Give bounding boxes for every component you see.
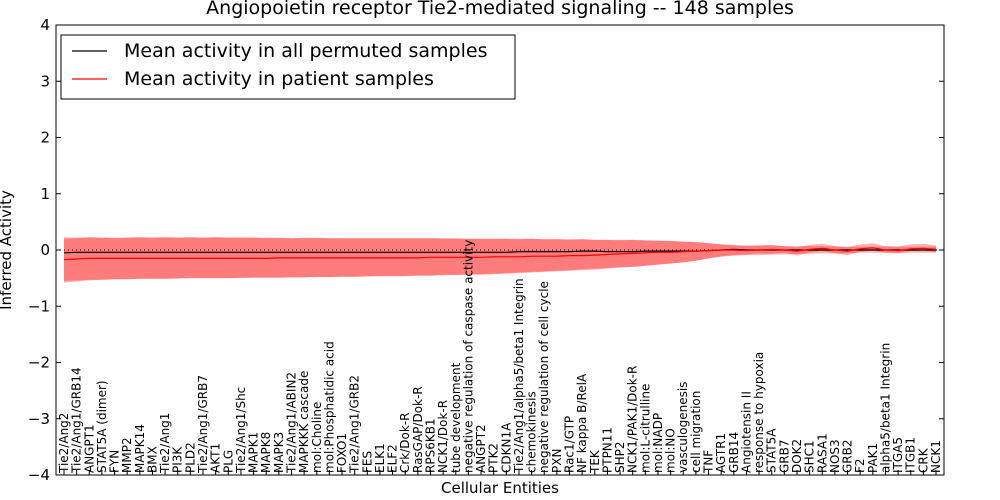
category-label: STAT5A (dimer) (95, 380, 109, 473)
category-label: TNF (702, 450, 716, 474)
category-label: MAPK3 (272, 432, 286, 473)
y-axis-ticks: 4 3 2 1 0 −1 −2 −3 −4 (28, 16, 944, 484)
category-label: Rac1/GTP (563, 416, 577, 473)
category-label: PI3K (171, 446, 185, 473)
category-label: mol:NO (664, 428, 678, 473)
category-label: mol:Choline (310, 402, 324, 473)
y-tick-label: 3 (40, 72, 50, 90)
y-tick-label: −1 (28, 297, 50, 315)
x-axis-ticks (63, 470, 937, 475)
category-label: Tie2/Ang1/GRB2 (348, 375, 362, 474)
category-label: Tie2/Ang1/GRB14 (70, 367, 84, 474)
category-label: Tie2/Ang1 (158, 413, 172, 474)
band-series-1 (64, 237, 936, 281)
category-label: ITGB1 (904, 437, 918, 473)
category-label: Tie2/Ang1/ABIN2 (285, 372, 299, 474)
category-label: RasGAP/Dok-R (411, 386, 425, 473)
category-label: negative regulation of cell cycle (537, 281, 551, 473)
legend-label-permuted: Mean activity in all permuted samples (124, 40, 487, 62)
y-tick-label: −4 (28, 466, 50, 484)
category-label: alpha5/beta1 Integrin (878, 343, 892, 473)
legend-box (60, 34, 516, 100)
legend: Mean activity in all permuted samples Me… (60, 34, 516, 100)
category-label: AGTR1 (714, 433, 728, 473)
category-label: PLG (221, 450, 235, 473)
category-label: MAPK14 (133, 424, 147, 473)
line-series-1 (63, 247, 937, 261)
category-label: NF kappa B/RelA (575, 373, 589, 473)
category-label: response to hypoxia (752, 352, 766, 473)
category-label: Tie2/Ang1/alpha5/beta1 Integrin (512, 278, 526, 474)
y-tick-label: 4 (40, 16, 50, 34)
category-label: RASA1 (815, 433, 829, 473)
category-label: ANGPT1 (82, 424, 96, 473)
category-label: NCK1/Dok-R (436, 400, 450, 473)
category-label: NCK1/PAK1/Dok-R (626, 366, 640, 473)
category-label: Tie2/Ang1/Shc (234, 387, 248, 474)
category-label: AKT1 (209, 443, 223, 473)
category-label: negative regulation of caspase activity (461, 240, 475, 473)
legend-label-patient: Mean activity in patient samples (124, 68, 434, 90)
category-label: mol:L-citrulline (638, 384, 652, 473)
y-tick-label: 1 (40, 185, 50, 203)
category-label: BMX (146, 446, 160, 473)
category-label: cell migration (689, 391, 703, 473)
category-label: FYN (108, 450, 122, 473)
category-label: PLD2 (183, 442, 197, 473)
category-label: NOS3 (828, 439, 842, 473)
category-label: Angiotensin II (739, 391, 753, 473)
category-label: FES (360, 451, 374, 473)
category-label: SHP2 (613, 441, 627, 473)
y-tick-label: 0 (40, 241, 50, 259)
category-label: PTPN11 (600, 427, 614, 473)
category-label: mol:Phosphatidic acid (322, 341, 336, 473)
category-label: GRB14 (727, 432, 741, 473)
category-label: MAPK8 (259, 432, 273, 473)
category-label: Crk/Dok-R (398, 412, 412, 473)
y-axis-label: Inferred Activity (0, 190, 15, 310)
category-label: TEK (588, 449, 602, 474)
category-label: PXN (550, 449, 564, 473)
band-series-0 (64, 237, 936, 283)
category-label: STAT5A (765, 428, 779, 473)
category-label: SHC1 (803, 440, 817, 473)
category-label: CDKN1A (499, 422, 513, 473)
series-lines (63, 247, 937, 261)
category-label: NCK1 (929, 440, 943, 473)
y-tick-label: 2 (40, 129, 50, 147)
category-label: Tie2/Ang1/GRB7 (196, 375, 210, 474)
category-label: PAK1 (866, 443, 880, 473)
y-tick-label: −3 (28, 410, 50, 428)
category-label: MAPK1 (247, 432, 261, 473)
confidence-bands (64, 237, 936, 283)
category-label: Tie2/Ang2 (57, 413, 71, 474)
category-label: GRB7 (777, 439, 791, 473)
category-label: PTK2 (487, 443, 501, 473)
category-label: RPS6KB1 (424, 418, 438, 473)
category-label: FOXO1 (335, 433, 349, 473)
category-label: chemokinesis (525, 391, 539, 473)
category-label: ITGA5 (891, 437, 905, 473)
category-label: ELK1 (373, 443, 387, 473)
category-label: mol:NADP (651, 413, 665, 473)
category-label: CRK (916, 447, 930, 473)
x-axis-label: Cellular Entities (441, 479, 559, 497)
category-label: MMP2 (120, 437, 134, 473)
category-label: MAPKKK cascade (297, 371, 311, 473)
category-label: DOK2 (790, 439, 804, 473)
category-label: GRB2 (841, 439, 855, 473)
y-tick-label: −2 (28, 354, 50, 372)
chart-title: Angiopoietin receptor Tie2-mediated sign… (206, 0, 794, 19)
category-label: F2 (853, 458, 867, 473)
category-label: vasculogenesis (676, 382, 690, 473)
category-label: ANGPT2 (474, 424, 488, 473)
category-label: ELF2 (386, 444, 400, 473)
category-label: tube development (449, 362, 463, 473)
